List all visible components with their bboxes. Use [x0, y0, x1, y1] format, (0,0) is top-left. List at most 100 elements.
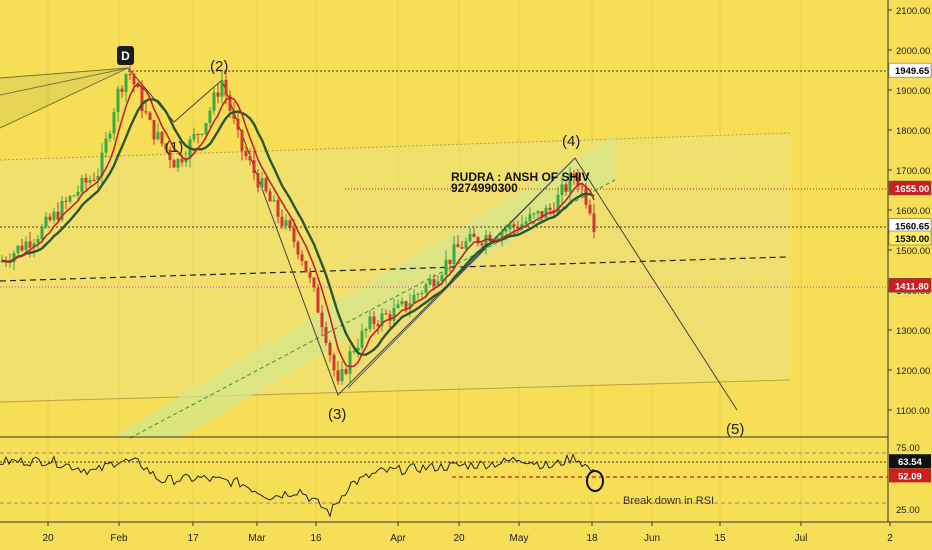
price-tick-label: 1200.00 — [896, 366, 930, 377]
rsi-badge-label: 63.54 — [898, 457, 922, 468]
price-tick-label: 1300.00 — [896, 326, 930, 337]
candle-body — [432, 279, 436, 287]
wave-label-1: (1) — [165, 139, 183, 156]
candle-body — [88, 179, 92, 183]
candle-body — [64, 200, 68, 202]
candle-body — [136, 84, 140, 88]
candle-body — [344, 369, 348, 374]
candle-body — [32, 243, 36, 248]
candle-body — [336, 370, 340, 382]
candle-body — [52, 211, 56, 221]
candle-body — [408, 303, 412, 310]
candle-body — [168, 149, 172, 161]
candle-body — [232, 110, 236, 119]
candle-body — [204, 123, 208, 134]
candle-body — [112, 112, 116, 134]
candle-body — [304, 260, 308, 273]
candle-body — [108, 133, 112, 139]
price-tick-label: 2000.00 — [896, 46, 930, 57]
candle-body — [332, 355, 336, 371]
candle-body — [516, 226, 520, 230]
time-axis[interactable]: 20 Feb 17 Mar 16 Apr 20 May 18 Jun 15 Jul 2 — [42, 522, 893, 544]
candle-body — [172, 160, 176, 168]
candle-body — [528, 214, 532, 222]
candle-body — [564, 184, 568, 192]
candle-body — [24, 241, 28, 251]
svg-text:D: D — [121, 49, 130, 63]
candle-body — [504, 229, 508, 232]
candle-body — [488, 235, 492, 242]
candle-body — [48, 216, 52, 221]
candle-body — [68, 196, 72, 202]
candle-body — [140, 87, 144, 112]
candle-body — [476, 237, 480, 244]
candle-body — [160, 131, 164, 144]
candle-body — [196, 134, 200, 136]
price-tick-label: 1700.00 — [896, 166, 930, 177]
candle-body — [176, 158, 180, 168]
time-tick-label: 2 — [887, 533, 893, 544]
candle-body — [568, 173, 572, 192]
time-tick-label: Jul — [795, 533, 808, 544]
moving-average-fast — [1, 82, 595, 368]
rsi-badges: 63.54 52.09 — [889, 454, 931, 483]
price-axis[interactable]: 1100.001200.001300.001400.001500.001600.… — [888, 6, 930, 417]
wave-label-d: D — [117, 46, 134, 65]
candle-body — [508, 224, 512, 230]
candle-body — [120, 88, 124, 92]
candle-body — [556, 194, 560, 213]
time-tick-label: 15 — [714, 533, 726, 544]
candle-body — [316, 287, 320, 313]
candle-body — [256, 173, 260, 188]
candle-body — [228, 95, 232, 111]
candle-body — [384, 313, 388, 315]
candle-body — [520, 223, 524, 230]
candle-body — [328, 342, 332, 356]
price-badge-label: 1411.80 — [895, 281, 929, 292]
fan-lines — [0, 67, 129, 129]
candle-body — [72, 195, 76, 197]
candle-body — [352, 351, 356, 353]
candle-body — [144, 111, 148, 113]
candle-body — [512, 224, 516, 227]
price-tick-label: 1900.00 — [896, 86, 930, 97]
candle-body — [288, 220, 292, 229]
candle-body — [156, 131, 160, 140]
price-badge-label: 1655.00 — [895, 184, 929, 195]
candle-body — [356, 347, 360, 352]
candle-body — [164, 143, 168, 150]
candle-body — [536, 210, 540, 214]
candle-body — [424, 284, 428, 293]
candle-body — [548, 207, 552, 211]
candle-body — [252, 160, 256, 174]
candle-body — [460, 247, 464, 249]
candle-body — [532, 213, 536, 215]
candle-body — [420, 292, 424, 294]
candle-body — [448, 259, 452, 264]
candle-body — [412, 294, 416, 304]
candle-body — [308, 272, 312, 278]
candle-body — [60, 200, 64, 220]
price-tick-label: 1100.00 — [896, 406, 930, 417]
candle-body — [56, 211, 60, 220]
candle-body — [40, 226, 44, 240]
rsi-axis[interactable]: 25.00 75.00 — [896, 443, 920, 516]
candle-body — [296, 241, 300, 255]
candle-body — [224, 80, 228, 96]
candle-body — [588, 204, 592, 214]
rsi-badge-label: 52.09 — [898, 471, 922, 482]
candle-body — [44, 216, 48, 227]
candle-body — [376, 324, 380, 327]
outer-channel-bottom — [0, 379, 791, 403]
candle-body — [428, 279, 432, 285]
candle-body — [452, 244, 456, 264]
wave-label-3: (3) — [328, 406, 346, 423]
time-tick-label: 20 — [42, 533, 54, 544]
candles-layer — [0, 65, 596, 386]
candle-body — [12, 253, 16, 263]
candle-body — [292, 228, 296, 242]
candle-body — [80, 178, 84, 192]
candle-body — [572, 173, 576, 177]
candle-body — [392, 308, 396, 321]
